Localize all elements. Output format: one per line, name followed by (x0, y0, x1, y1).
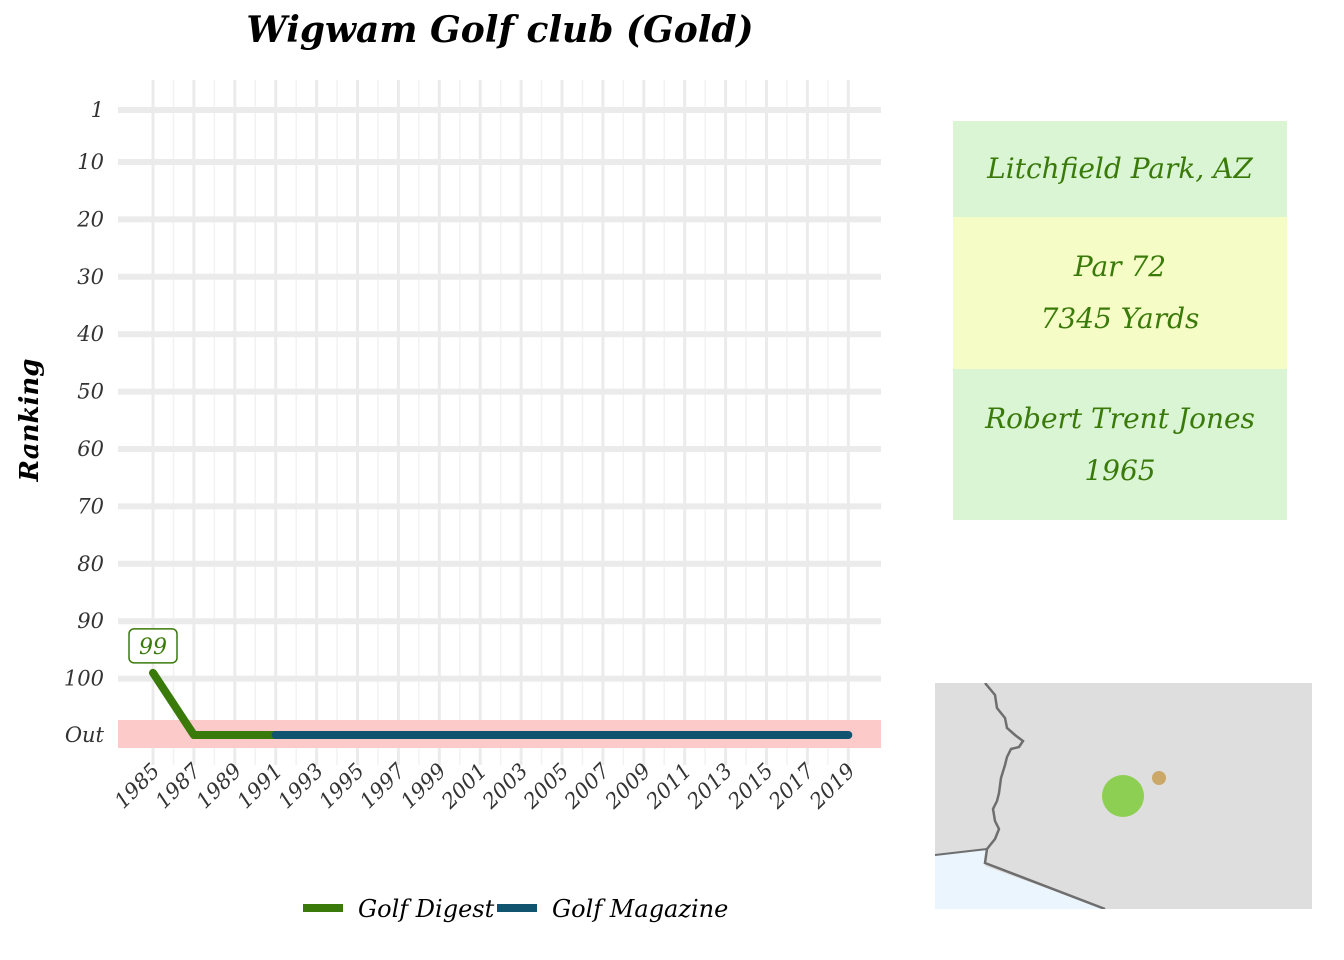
course-marker (1102, 775, 1144, 817)
series-lines (149, 668, 853, 739)
yards-text: 7345 Yards (1040, 302, 1200, 335)
x-tick-label: 2001 (436, 759, 491, 814)
y-tick-label: 40 (76, 322, 104, 346)
chart-title: Wigwam Golf club (Gold) (246, 9, 753, 51)
y-tick-label: 50 (77, 380, 104, 404)
y-tick-label: 70 (77, 494, 104, 518)
legend-label: Golf Digest (358, 895, 495, 923)
x-tick-label: 1985 (110, 759, 165, 814)
location-map (935, 683, 1312, 909)
x-tick-label: 1997 (355, 758, 410, 813)
course-info-panel: Litchfield Park, AZ Par 72 7345 Yards Ro… (953, 121, 1287, 520)
x-tick-label: 2019 (804, 759, 859, 814)
x-tick-label: 1999 (396, 759, 451, 814)
city-marker (1152, 771, 1166, 785)
y-axis-label: Ranking (15, 359, 45, 483)
x-tick-label: 1989 (192, 759, 247, 814)
x-tick-label: 2011 (641, 759, 696, 814)
x-tick-label: 1991 (232, 759, 287, 814)
y-tick-label: 60 (77, 437, 104, 461)
y-tick-label: 80 (77, 552, 104, 576)
x-tick-label: 2009 (600, 759, 655, 814)
y-axis-ticks: 1 10 20 30 40 50 60 70 80 90 100 Out (64, 98, 105, 747)
y-tick-label: 100 (64, 667, 104, 691)
country-border (935, 848, 988, 856)
x-axis-ticks: 1985198719891991199319951997199920012003… (110, 758, 860, 814)
x-tick-label: 2017 (763, 758, 819, 814)
par-yards-cell: Par 72 7345 Yards (953, 217, 1287, 369)
x-tick-label: 2007 (559, 758, 615, 814)
year-text: 1965 (1084, 453, 1156, 487)
x-tick-label: 2005 (518, 759, 573, 814)
y-tick-label: 90 (77, 609, 104, 633)
location-cell: Litchfield Park, AZ (953, 121, 1287, 217)
location-text: Litchfield Park, AZ (987, 152, 1253, 185)
annotations: 99 (128, 628, 178, 664)
map-water (935, 850, 1105, 909)
series-line-golf-digest (149, 668, 280, 739)
par-text: Par 72 (1073, 250, 1167, 283)
state-border (983, 683, 1106, 909)
x-tick-label: 2003 (477, 759, 532, 814)
x-tick-label: 1987 (151, 758, 206, 813)
y-tick-label: 1 (91, 98, 104, 122)
architect-cell: Robert Trent Jones 1965 (953, 369, 1287, 520)
x-tick-label: 1995 (314, 759, 369, 814)
annotation-label: 99 (139, 635, 167, 660)
y-tick-label: 10 (77, 150, 104, 174)
legend-label: Golf Magazine (552, 895, 728, 923)
x-tick-label: 2013 (682, 759, 737, 814)
x-tick-label: 1993 (273, 759, 328, 814)
y-tick-label: 30 (77, 265, 104, 289)
y-tick-label: 20 (76, 207, 104, 231)
legend: Golf Digest Golf Magazine (303, 895, 728, 923)
architect-text: Robert Trent Jones (985, 401, 1255, 435)
x-tick-label: 2015 (723, 759, 778, 814)
grid-lines (118, 80, 881, 765)
annotation-box (128, 628, 178, 664)
y-tick-label: Out (65, 723, 105, 747)
